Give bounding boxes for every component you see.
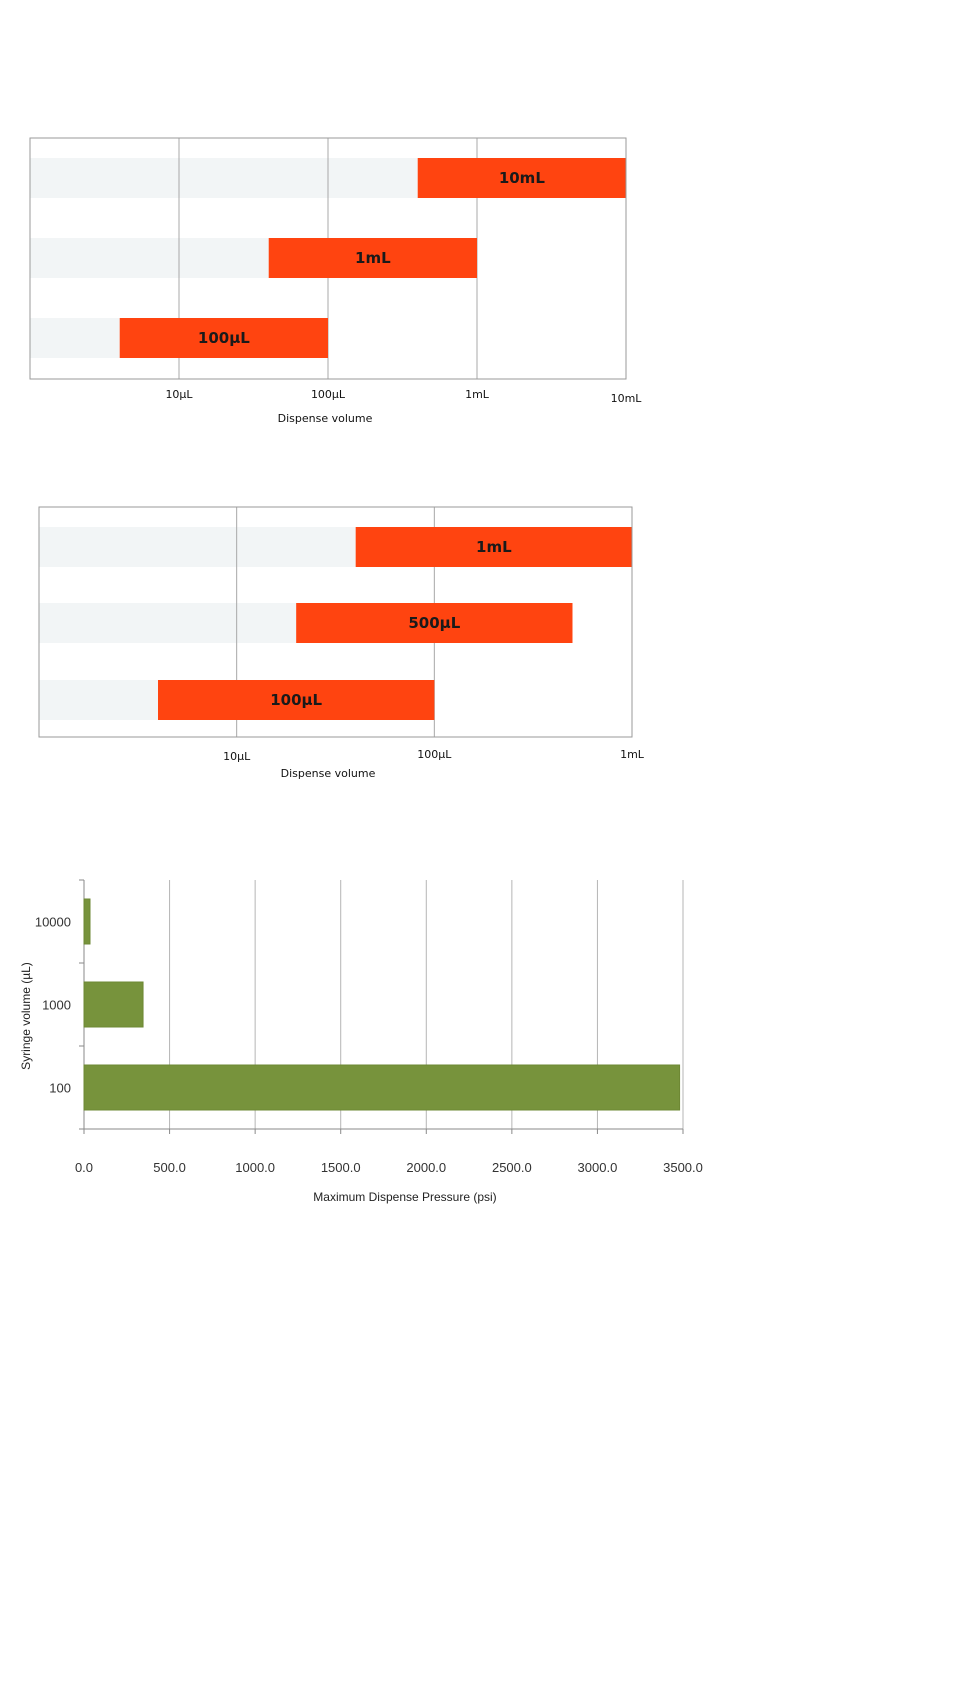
y-tick-label: 1000	[42, 998, 71, 1013]
x-axis-title: Dispense volume	[278, 412, 373, 425]
pressure-bar	[83, 1064, 681, 1111]
tick-label: 10mL	[611, 392, 643, 405]
bar-track	[30, 318, 120, 358]
bar-label: 1mL	[355, 249, 391, 267]
range-bar	[355, 527, 632, 567]
bar-label: 10mL	[499, 169, 546, 187]
x-tick-label: 1000.0	[235, 1160, 275, 1175]
x-tick-label: 500.0	[153, 1160, 186, 1175]
range-bar	[417, 158, 626, 198]
x-axis-title: Maximum Dispense Pressure (psi)	[313, 1190, 496, 1204]
x-tick-label: 3000.0	[578, 1160, 618, 1175]
y-tick-label: 10000	[35, 915, 71, 930]
range-bar	[296, 603, 573, 643]
plot-border	[29, 137, 627, 380]
tick-label: 10µL	[165, 388, 193, 401]
bar-label: 1mL	[476, 538, 512, 556]
y-tick-label: 100	[49, 1081, 71, 1096]
dispense-range-chart-1: 10mL 1mL 100µL 10µL 100µL 1mL 10mL Dispense vol…	[29, 137, 643, 425]
bar-track	[39, 603, 297, 643]
x-tick-label: 3500.0	[663, 1160, 703, 1175]
tick-label: 100µL	[311, 388, 346, 401]
plot-border	[38, 506, 633, 738]
bar-track	[39, 680, 159, 720]
tick-label: 10µL	[223, 750, 251, 763]
tick-label: 100µL	[417, 748, 452, 761]
x-axis-title: Dispense volume	[281, 767, 376, 780]
bar-track	[39, 527, 356, 567]
pressure-bar	[83, 898, 91, 945]
x-tick-label: 2000.0	[406, 1160, 446, 1175]
bar-track	[30, 238, 269, 278]
range-bar	[268, 238, 477, 278]
range-bar	[158, 680, 435, 720]
x-tick-label: 1500.0	[321, 1160, 361, 1175]
x-tick-label: 0.0	[75, 1160, 93, 1175]
tick-label: 1mL	[620, 748, 645, 761]
dispense-range-chart-2: 1mL 500µL 100µL 10µL 100µL 1mL Dispense volume	[38, 506, 645, 780]
bar-label: 500µL	[408, 614, 460, 632]
range-bar	[119, 318, 328, 358]
bar-label: 100µL	[270, 691, 322, 709]
tick-label: 1mL	[465, 388, 490, 401]
bar-track	[30, 158, 418, 198]
x-tick-label: 2500.0	[492, 1160, 532, 1175]
y-axis-title: Syringe volume (µL)	[19, 962, 33, 1070]
pressure-bar	[83, 981, 144, 1028]
bar-label: 100µL	[198, 329, 250, 347]
